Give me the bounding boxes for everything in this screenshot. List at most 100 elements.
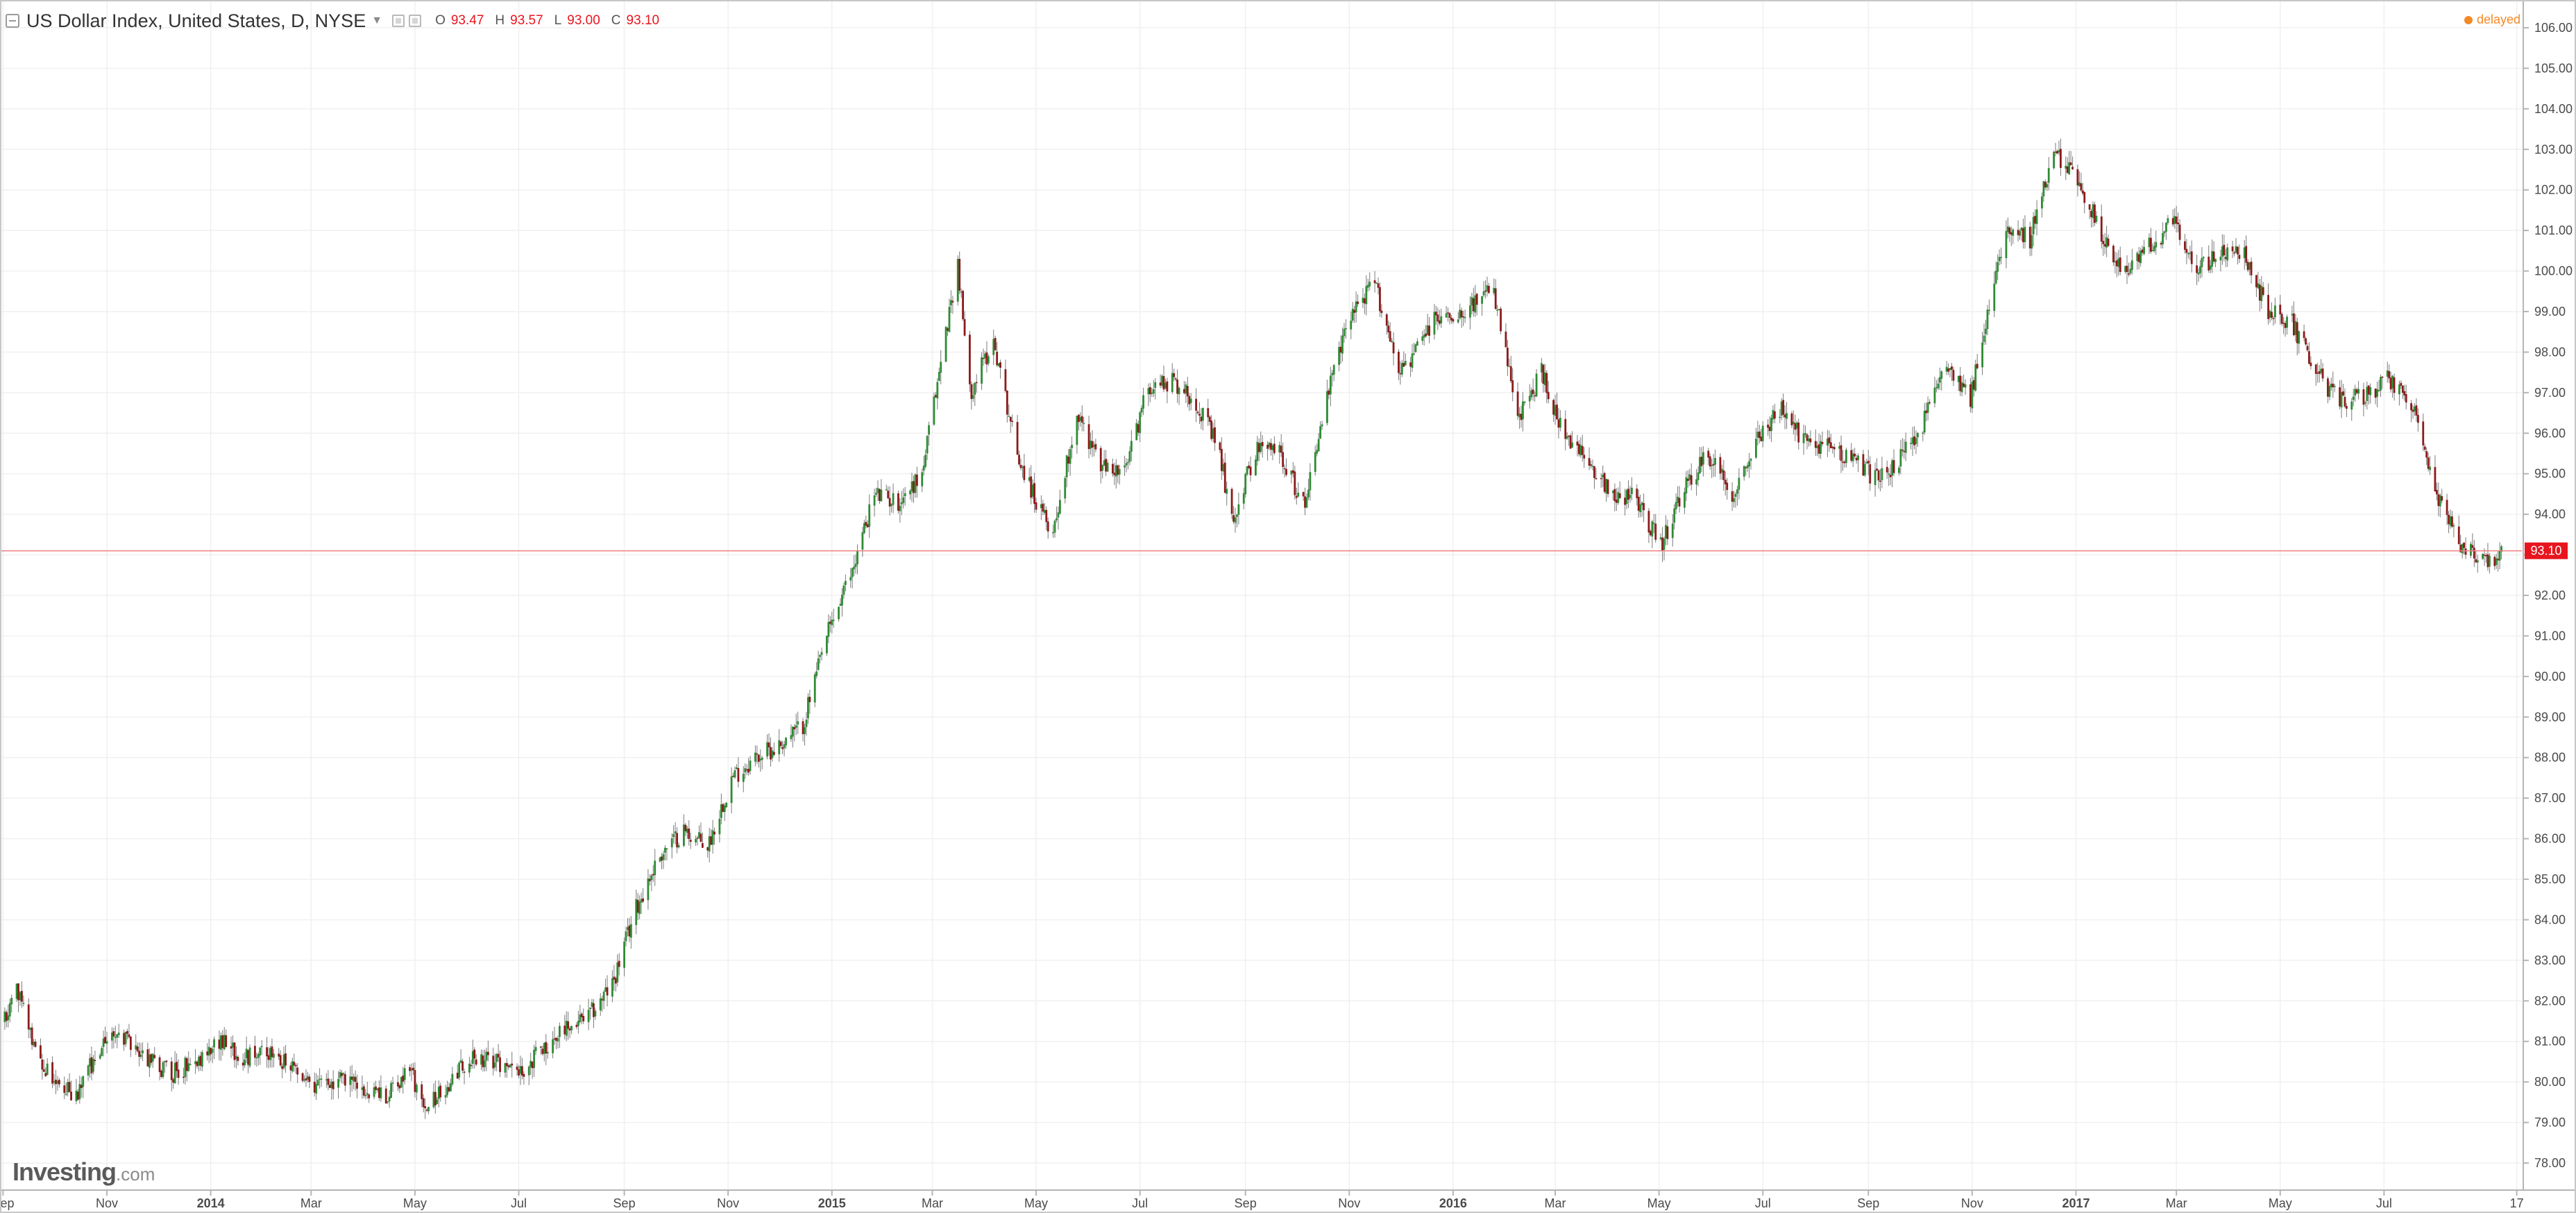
candle-body <box>2482 554 2484 559</box>
candle-body <box>19 992 22 1001</box>
settings-icon[interactable] <box>392 15 405 27</box>
candle-body <box>1428 325 1430 336</box>
candle-body <box>129 1036 132 1050</box>
candle-body <box>722 804 724 813</box>
candle-body <box>873 495 876 506</box>
candle-body <box>1459 309 1461 319</box>
candle-body <box>1659 537 1662 539</box>
candle-body <box>804 727 806 734</box>
candle-body <box>1377 283 1380 288</box>
candle-body <box>1916 432 1919 438</box>
candle-body <box>101 1048 103 1056</box>
candle-body <box>761 757 763 761</box>
candle-body <box>2243 247 2246 258</box>
candle-body <box>82 1076 85 1087</box>
fullscreen-icon[interactable] <box>409 15 422 27</box>
candle-body <box>677 845 680 847</box>
candle-body <box>458 1062 461 1078</box>
candle-body <box>1067 457 1070 464</box>
x-tick-label: 2016 <box>1439 1196 1467 1210</box>
candle-body <box>201 1052 203 1067</box>
candle-body <box>711 830 714 845</box>
candle-body <box>1511 380 1514 393</box>
candle-body <box>2211 251 2214 267</box>
candle-body <box>2366 387 2369 401</box>
candle-body <box>2171 218 2174 225</box>
candle-body <box>2035 209 2038 224</box>
candle-body <box>1945 366 1948 372</box>
symbol-title[interactable]: US Dollar Index, United States, D, NYSE <box>26 10 366 31</box>
candle-body <box>997 363 1000 366</box>
candle-body <box>628 925 631 937</box>
candle-body <box>2235 246 2237 253</box>
candle-body <box>736 767 738 769</box>
candle-body <box>398 1085 401 1089</box>
candle-body <box>892 493 895 505</box>
candle-body <box>1207 408 1210 418</box>
candle-body <box>1569 435 1572 449</box>
candle-body <box>849 577 852 581</box>
candle-body <box>698 832 700 838</box>
candle-body <box>1760 436 1763 441</box>
chevron-down-icon[interactable]: ▼ <box>371 15 383 26</box>
candle-body <box>2065 165 2067 169</box>
candle-body <box>1923 411 1926 433</box>
candle-body <box>2403 391 2406 396</box>
candle-body <box>1128 451 1131 462</box>
candle-body <box>1901 450 1904 451</box>
x-axis[interactable]: Sep Nov 2014 Mar May Jul Sep Nov 2015 Mar May Jul Se… <box>0 1190 2524 1210</box>
candle-body <box>1528 396 1531 402</box>
candle-body <box>2136 253 2139 262</box>
candle-body <box>2448 514 2450 525</box>
candle-body <box>797 721 799 724</box>
candle-body <box>2414 406 2416 412</box>
candle-body <box>1223 462 1226 493</box>
candle-body <box>1404 361 1407 366</box>
candle-body <box>1447 312 1449 314</box>
candle-body <box>2214 259 2217 262</box>
candle-body <box>1195 398 1197 411</box>
candle-body <box>521 1066 523 1076</box>
candle-body <box>582 1016 585 1021</box>
candle-body <box>2271 312 2273 318</box>
candle-body <box>602 992 605 1001</box>
candle-body <box>2500 546 2502 552</box>
candle-body <box>2410 402 2412 411</box>
y-tick-label: 90.00 <box>2534 670 2566 684</box>
candle-body <box>2024 226 2026 242</box>
candle-body <box>422 1098 425 1108</box>
candle-body <box>451 1074 454 1085</box>
candle-body <box>2058 150 2060 153</box>
candle-body <box>1576 441 1579 446</box>
y-axis[interactable]: 106.00 105.00 104.00 103.00 102.00 101.00 100.… <box>2523 21 2573 1170</box>
candle-body <box>1164 382 1167 389</box>
candle-body <box>1960 382 1963 393</box>
candle-body <box>579 1015 582 1022</box>
candle-body <box>1726 482 1729 491</box>
candle-body <box>293 1062 296 1066</box>
delayed-dot-icon <box>2464 15 2473 24</box>
candle-body <box>565 1020 568 1036</box>
candle-body <box>1487 286 1490 294</box>
candle-body <box>294 1064 297 1067</box>
candle-body <box>1929 402 1931 404</box>
candle-body <box>2071 167 2074 170</box>
candle-body <box>2316 372 2319 374</box>
candle-body <box>1173 373 1176 378</box>
candle-body <box>1043 509 1046 514</box>
candle-body <box>1460 310 1463 318</box>
candle-body <box>827 622 830 637</box>
candle-body <box>706 847 709 851</box>
candle-body <box>1684 492 1686 508</box>
x-tick-label: Jul <box>511 1196 527 1210</box>
candle-body <box>1922 432 1924 434</box>
candle-body <box>2069 162 2072 166</box>
candle-body <box>339 1071 341 1078</box>
collapse-toggle-icon[interactable] <box>6 14 19 28</box>
candle-body <box>1915 437 1917 444</box>
candle-body <box>1976 364 1978 368</box>
candle-body <box>863 523 865 534</box>
candle-body <box>1707 450 1710 458</box>
candle-body <box>104 1037 106 1044</box>
